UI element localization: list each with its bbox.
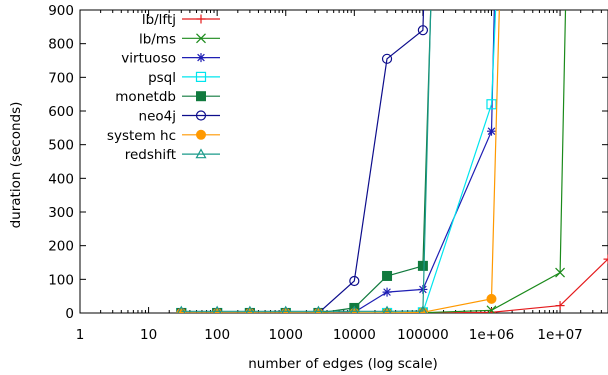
- series-lb-lftj: [176, 254, 608, 313]
- x-tick-label: 10000: [333, 327, 376, 343]
- legend-entry: lb/ms: [139, 31, 220, 47]
- legend-marker: [195, 71, 207, 83]
- data-point: [418, 305, 428, 313]
- data-point: [245, 305, 255, 313]
- legend-marker: [196, 33, 206, 44]
- series-line: [181, 10, 495, 313]
- legend-entry: monetdb: [115, 89, 220, 105]
- data-point: [381, 53, 393, 64]
- data-point: [349, 275, 360, 287]
- series-line: [181, 10, 432, 313]
- series-virtuoso: [176, 10, 496, 313]
- x-tick-label: 100: [204, 327, 230, 343]
- data-point: [382, 270, 393, 281]
- legend-marker: [196, 14, 206, 24]
- y-tick-label: 700: [48, 70, 74, 86]
- legend-entry: virtuoso: [121, 51, 220, 67]
- legend-label: redshift: [125, 147, 176, 163]
- data-point: [177, 305, 186, 313]
- y-tick-label: 500: [48, 138, 74, 154]
- x-tick-label: 1: [76, 327, 85, 343]
- y-tick-label: 400: [48, 171, 74, 187]
- data-point: [417, 260, 428, 271]
- legend-entry: psql: [148, 70, 220, 86]
- legend: lb/lftj lb/ms virtuoso psql monetdb neo4j syst…: [107, 12, 220, 163]
- y-tick-label: 200: [48, 239, 74, 255]
- x-axis-label: number of edges (log scale): [248, 356, 438, 372]
- data-point: [486, 99, 497, 110]
- y-tick-label: 800: [48, 37, 74, 53]
- x-tick-label: 100000: [397, 327, 449, 343]
- data-point: [382, 287, 392, 297]
- legend-entry: neo4j: [139, 109, 220, 125]
- legend-marker: [195, 110, 207, 121]
- x-tick-label: 1000: [269, 327, 303, 343]
- data-point: [486, 305, 497, 313]
- data-point: [486, 126, 496, 136]
- data-point: [555, 267, 565, 278]
- legend-marker: [195, 148, 207, 159]
- y-tick-label: 900: [48, 3, 74, 19]
- data-point: [603, 254, 608, 264]
- series-monetdb: [176, 10, 432, 313]
- legend-label: lb/ms: [139, 31, 176, 47]
- series-system-hc: [176, 10, 500, 313]
- y-tick-label: 600: [48, 104, 74, 120]
- series-psql: [176, 10, 497, 313]
- series-line: [181, 10, 500, 313]
- legend-label: system hc: [107, 128, 176, 144]
- series-line: [181, 10, 425, 313]
- data-point: [486, 307, 496, 313]
- series-layer: [176, 10, 608, 313]
- x-tick-label: 1e+06: [469, 327, 514, 343]
- x-tick-label: 10: [140, 327, 157, 343]
- legend-entry: redshift: [125, 147, 220, 163]
- series-line: [181, 10, 497, 313]
- data-point: [350, 305, 359, 313]
- data-point: [281, 305, 290, 313]
- series-redshift: [177, 10, 432, 313]
- data-point: [555, 301, 565, 311]
- data-point: [213, 305, 222, 313]
- data-point: [486, 293, 497, 304]
- y-axis-label: duration (seconds): [8, 102, 24, 229]
- legend-label: virtuoso: [121, 51, 176, 67]
- legend-entry: system hc: [107, 128, 220, 144]
- series-line: [181, 10, 432, 312]
- legend-entry: lb/lftj: [142, 12, 220, 28]
- legend-label: lb/lftj: [142, 12, 176, 28]
- legend-marker: [196, 53, 206, 63]
- axes: 0 100 200 300 400 500 600 700 800 900 1 10 100 1000 10…: [48, 3, 608, 343]
- legend-marker: [196, 129, 206, 140]
- legend-label: psql: [148, 70, 176, 86]
- legend-marker: [196, 91, 206, 102]
- y-tick-label: 0: [65, 306, 74, 322]
- x-tick-label: 1e+07: [537, 327, 582, 343]
- series-line: [181, 10, 567, 313]
- legend-label: neo4j: [139, 109, 176, 125]
- data-point: [382, 305, 392, 313]
- series-line: [181, 258, 608, 313]
- y-tick-label: 300: [48, 205, 74, 221]
- y-tick-label: 100: [48, 272, 74, 288]
- legend-label: monetdb: [115, 89, 176, 105]
- data-point: [314, 305, 323, 313]
- data-point: [417, 25, 429, 36]
